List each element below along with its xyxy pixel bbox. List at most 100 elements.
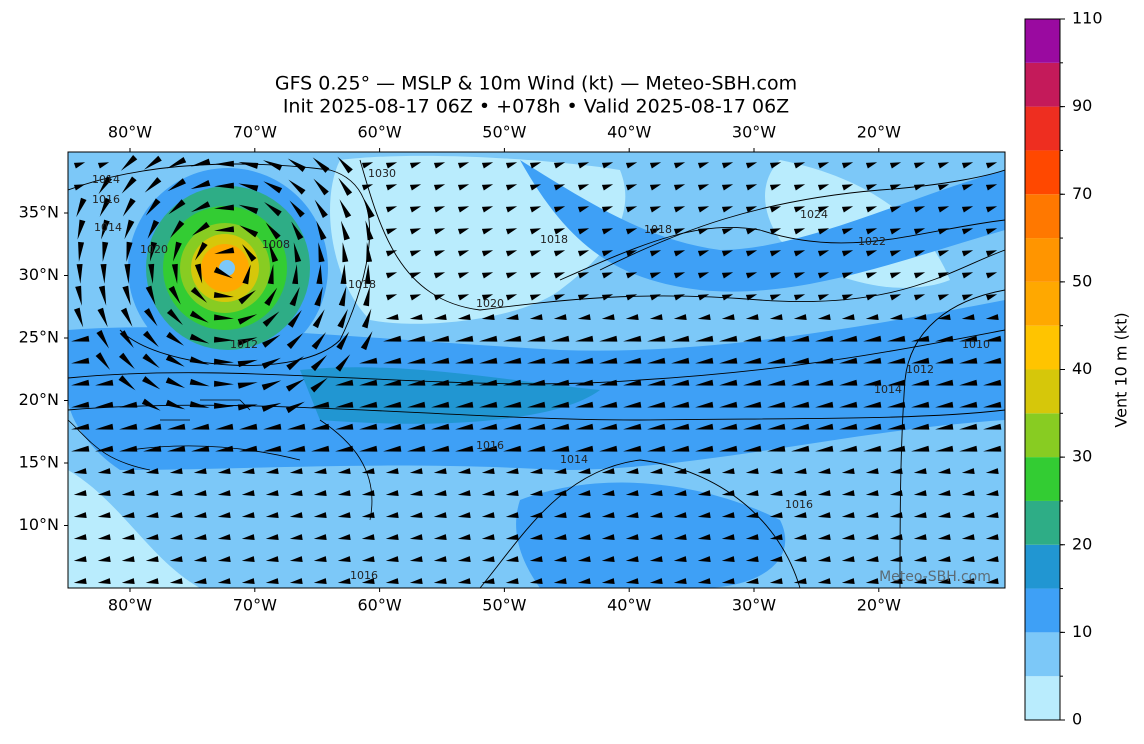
wind-arrow [937, 534, 951, 541]
lon-label: 40°W [607, 596, 651, 615]
wind-arrow [673, 184, 686, 191]
wind-arrow [383, 335, 402, 342]
wind-arrow [673, 314, 687, 321]
wind-arrow [961, 162, 974, 169]
wind-arrow [817, 578, 831, 585]
wind-arrow [937, 294, 950, 301]
wind-arrow [817, 250, 830, 257]
wind-arrow [863, 357, 882, 364]
lon-label: 50°W [482, 596, 526, 615]
wind-arrow [505, 206, 518, 213]
wind-arrow [193, 468, 207, 475]
wind-arrow [673, 468, 687, 475]
wind-arrow [649, 534, 663, 541]
wind-arrow [145, 468, 159, 475]
wind-arrow [743, 423, 762, 430]
wind-arrow [409, 250, 422, 257]
wind-arrow [287, 423, 306, 430]
wind-arrow [365, 220, 374, 241]
wind-arrow [839, 357, 858, 364]
wind-arrow [95, 352, 111, 370]
wind-arrow [743, 401, 762, 408]
wind-arrow [671, 445, 690, 452]
wind-arrow [267, 264, 274, 285]
wind-arrow [189, 378, 210, 387]
wind-arrow [433, 314, 447, 321]
wind-arrow [937, 272, 950, 279]
wind-arrow [863, 423, 882, 430]
wind-arrow [169, 556, 183, 563]
wind-arrow [697, 578, 711, 585]
wind-arrow [937, 468, 951, 475]
wind-arrow [505, 468, 519, 475]
wind-arrow [793, 184, 806, 191]
wind-arrow [649, 578, 663, 585]
wind-arrow [841, 534, 855, 541]
wind-arrow [193, 578, 207, 585]
wind-arrow [649, 206, 662, 213]
wind-arrow [189, 310, 209, 323]
wind-arrow [839, 379, 858, 386]
wind-arrow [95, 379, 114, 386]
wind-arrow [697, 294, 710, 301]
wind-arrow [959, 423, 978, 430]
wind-arrow [889, 162, 902, 169]
wind-arrow [505, 250, 518, 257]
lon-label: 30°W [732, 596, 776, 615]
wind-arrow [285, 401, 305, 414]
wind-arrow [817, 512, 831, 519]
wind-arrow [264, 202, 282, 217]
wind-arrow [71, 379, 90, 386]
wind-arrow [505, 490, 519, 497]
wind-arrow [287, 445, 306, 452]
wind-arrow [769, 294, 782, 301]
wind-arrow [889, 468, 903, 475]
wind-arrow [147, 219, 160, 239]
wind-arrow [316, 220, 327, 241]
wind-arrow [241, 468, 255, 475]
wind-arrow [238, 162, 259, 169]
wind-arrow [625, 534, 639, 541]
wind-arrow [286, 333, 304, 350]
wind-arrow [769, 272, 782, 279]
isobar-label: 1010 [962, 338, 990, 351]
wind-arrow [913, 314, 927, 321]
wind-arrow [361, 308, 372, 329]
map-axes: 80°W 80°W 70°W 70°W 60°W 60°W 50°W 50°W 40°W 40°W… [19, 123, 901, 615]
wind-arrow [122, 197, 136, 217]
wind-arrow [385, 556, 399, 563]
wind-arrow [815, 357, 834, 364]
lat-label: 10°N [19, 515, 59, 534]
wind-arrow [839, 401, 858, 408]
wind-arrow [126, 241, 133, 262]
wind-arrow [793, 578, 807, 585]
wind-arrow [97, 512, 111, 519]
wind-arrow [168, 285, 181, 305]
wind-arrow [985, 250, 998, 257]
wind-arrow [983, 335, 1002, 342]
wind-arrow [383, 379, 402, 386]
wind-arrow [529, 206, 542, 213]
wind-arrow [529, 468, 543, 475]
wind-arrow [455, 445, 474, 452]
wind-arrow [77, 219, 86, 240]
wind-arrow [719, 401, 738, 408]
wind-arrow [481, 314, 495, 321]
wind-arrow [913, 228, 926, 235]
wind-arrow [505, 228, 518, 235]
wind-arrow [673, 250, 686, 257]
wind-arrow [671, 401, 690, 408]
wind-arrow [841, 162, 854, 169]
wind-arrow [529, 534, 543, 541]
wind-arrow [649, 228, 662, 235]
wind-arrow [695, 423, 714, 430]
wind-arrow [697, 250, 710, 257]
wind-arrow [793, 228, 806, 235]
isobar-label: 1018 [540, 233, 568, 246]
wind-arrow [97, 162, 110, 169]
wind-arrow [289, 512, 303, 519]
wind-arrow [553, 490, 567, 497]
wind-arrow [479, 445, 498, 452]
wind-arrow [289, 468, 303, 475]
wind-arrow [479, 423, 498, 430]
